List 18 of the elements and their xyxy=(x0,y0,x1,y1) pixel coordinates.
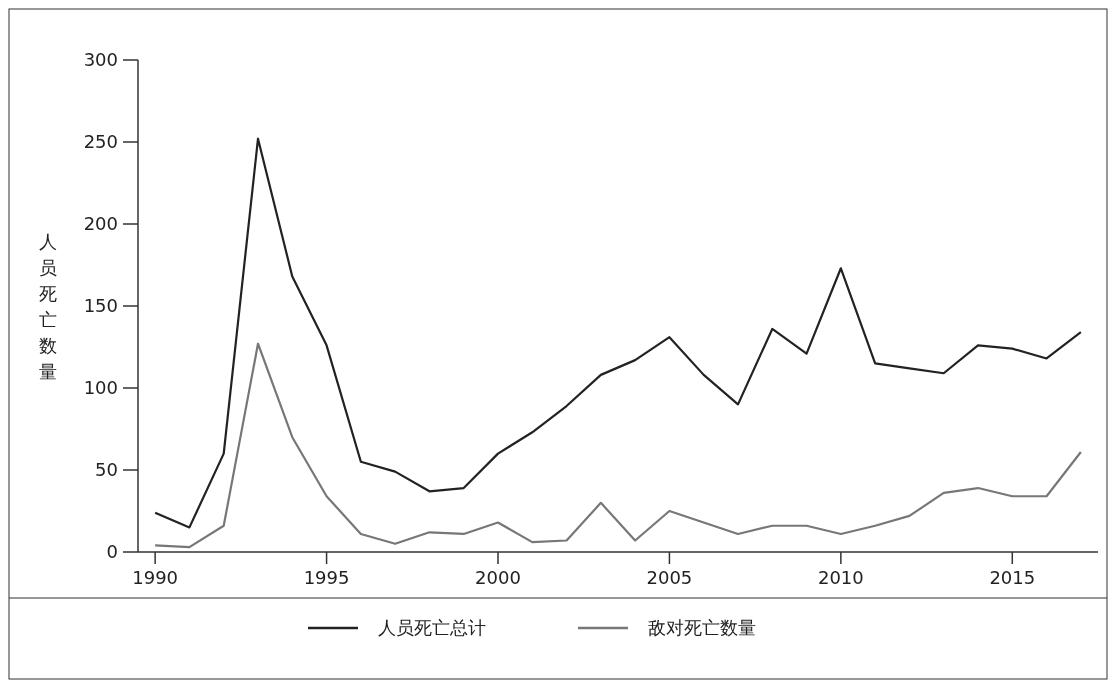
legend-label: 敌对死亡数量 xyxy=(648,617,756,639)
x-tick-label: 1990 xyxy=(132,567,179,588)
x-tick-label: 1995 xyxy=(303,567,350,588)
legend-label: 人员死亡总计 xyxy=(378,617,486,639)
line-series xyxy=(154,342,1082,549)
y-axis-title: 人员死亡数量 xyxy=(39,231,57,382)
y-tick-label: 150 xyxy=(83,295,118,317)
x-tick-label: 2010 xyxy=(817,567,864,588)
line-series xyxy=(154,137,1082,529)
y-tick-label: 0 xyxy=(106,541,118,563)
y-tick-label: 100 xyxy=(83,377,118,399)
x-tick-label: 2015 xyxy=(989,567,1036,588)
y-tick-label: 50 xyxy=(95,459,118,481)
y-tick-label: 250 xyxy=(83,131,118,153)
y-tick-label: 200 xyxy=(83,213,118,235)
y-tick-label: 300 xyxy=(83,49,118,71)
x-tick-label: 2005 xyxy=(646,567,693,588)
x-tick-label: 2000 xyxy=(475,567,521,588)
